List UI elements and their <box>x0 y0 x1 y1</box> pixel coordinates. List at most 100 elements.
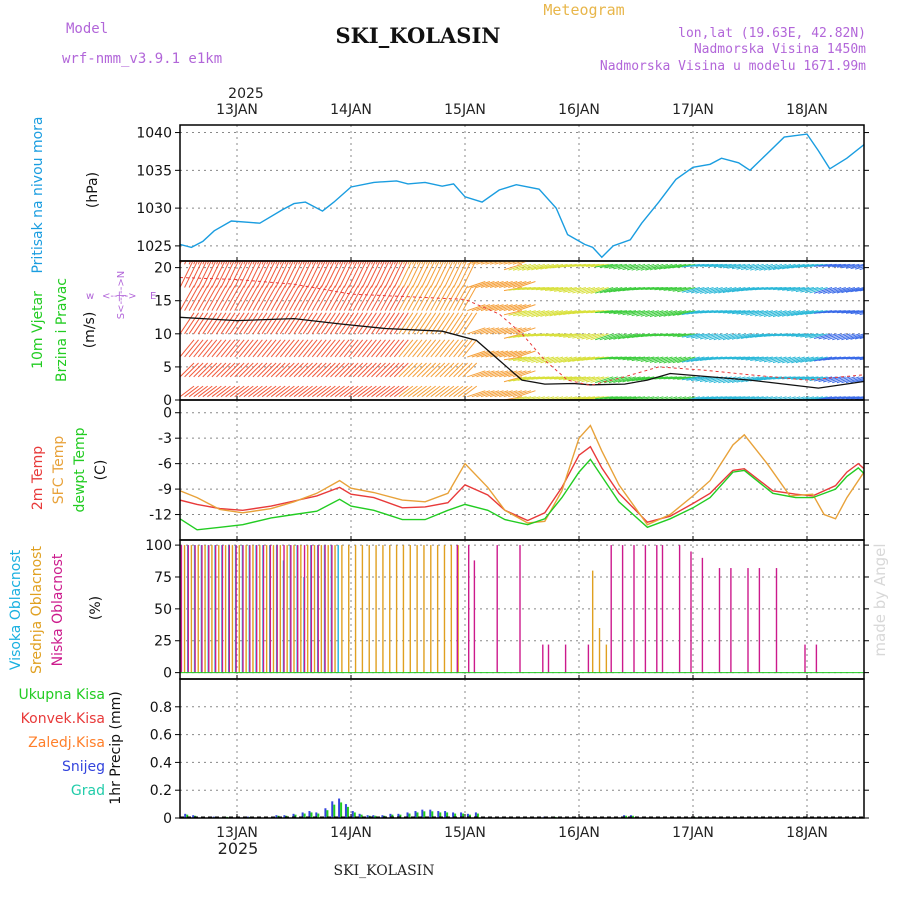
panel-clouds: 0 25 50 75 100 <box>145 538 869 682</box>
wind-barb <box>503 390 522 398</box>
wind-barb <box>882 311 900 317</box>
wind-barb <box>366 261 381 288</box>
wind-barb <box>695 356 714 362</box>
wind-barb <box>357 312 373 335</box>
wind-barb <box>845 356 864 360</box>
wind-barb <box>722 310 741 314</box>
wind-barb <box>649 286 668 291</box>
wind-barb <box>489 390 509 398</box>
wind-barb <box>211 362 227 378</box>
wind-barb <box>467 327 486 335</box>
wind-key-ns: S<--|-->N <box>116 271 127 319</box>
wind-barb <box>439 385 455 398</box>
wind-barb <box>293 261 296 265</box>
wind-barb <box>279 312 295 335</box>
wind-barb <box>681 356 700 363</box>
wind-barb <box>892 311 900 317</box>
wind-barb <box>873 311 891 316</box>
wind-barb <box>206 261 221 288</box>
wind-barb <box>668 356 687 364</box>
wind-barb <box>220 285 236 311</box>
wind-barb <box>549 310 568 317</box>
wind-barb <box>854 266 864 270</box>
precip-bar <box>374 815 377 818</box>
wind-barb <box>489 350 509 358</box>
wind-barb <box>892 357 900 363</box>
y-tick-label: -6 <box>158 457 172 473</box>
wind-barb <box>613 263 632 270</box>
wind-barb <box>709 263 728 268</box>
wind-barb <box>457 339 473 358</box>
wind-barb <box>522 263 541 271</box>
wind-barb <box>622 376 641 383</box>
wind-barb <box>389 339 405 358</box>
wind-barb <box>261 312 277 335</box>
wind-barb <box>740 376 760 383</box>
wind-barb <box>334 385 350 398</box>
wind-barb <box>193 362 209 378</box>
wind-barb <box>882 397 900 402</box>
wind-key-east: E <box>150 291 156 302</box>
precip-bar <box>372 815 375 818</box>
wind-barb <box>654 286 673 291</box>
wind-barb <box>836 286 856 294</box>
wind-barb <box>270 261 274 265</box>
wind-barb <box>704 333 723 340</box>
wind-barb <box>339 312 355 335</box>
wind-barb <box>180 261 194 288</box>
wind-barb <box>540 376 559 380</box>
wind-barb <box>672 263 691 269</box>
wind-barb <box>184 285 199 311</box>
wind-barb <box>184 339 199 358</box>
temp-unit: (C) <box>93 460 109 481</box>
wind-barb <box>759 356 778 362</box>
wind-barb <box>882 357 900 362</box>
wind-barb <box>430 385 446 398</box>
wind-barb <box>800 356 819 363</box>
wind-barb <box>453 385 468 398</box>
wind-barb <box>284 285 300 311</box>
wind-barb <box>444 285 459 311</box>
wind-barb <box>403 285 418 311</box>
wind-barb <box>289 285 304 311</box>
wind-barb <box>841 263 860 269</box>
wind-barb <box>590 287 609 294</box>
wind-barb <box>211 285 227 311</box>
wind-barb <box>608 356 627 360</box>
wind-barb <box>845 263 864 269</box>
wind-barb <box>229 385 245 398</box>
wind-barb <box>197 339 213 358</box>
wind-barb <box>836 396 855 400</box>
y-tick-label: 0 <box>163 406 172 422</box>
wind-barb <box>690 286 710 294</box>
wind-barb <box>777 263 796 270</box>
wind-barb <box>845 286 864 293</box>
wind-barb <box>807 396 824 400</box>
wind-barb <box>234 385 250 398</box>
wind-barb <box>727 376 746 384</box>
wind-barb <box>517 263 536 271</box>
wind-barb <box>206 285 222 311</box>
wind-barb <box>718 333 737 341</box>
wind-barb <box>795 286 814 293</box>
wind-barb <box>457 285 473 311</box>
wind-barb <box>622 333 641 339</box>
wind-barb <box>718 310 737 314</box>
wind-barb <box>444 339 459 358</box>
wind-barb <box>686 333 705 339</box>
wind-barb <box>375 339 391 358</box>
wind-barb <box>398 261 401 265</box>
wind-barb <box>613 333 632 340</box>
wind-barb <box>325 261 328 265</box>
wind-barb <box>827 333 846 341</box>
wind-barb <box>677 356 696 364</box>
wind-barb <box>275 362 291 378</box>
panel-frame <box>179 124 865 262</box>
wind-barb <box>361 285 377 311</box>
wind-barb <box>489 327 509 335</box>
wind-barb <box>247 285 263 311</box>
wind-barb <box>800 310 819 316</box>
wind-barb <box>566 396 582 400</box>
wind-barb <box>563 356 582 363</box>
wind-barb <box>343 339 359 358</box>
